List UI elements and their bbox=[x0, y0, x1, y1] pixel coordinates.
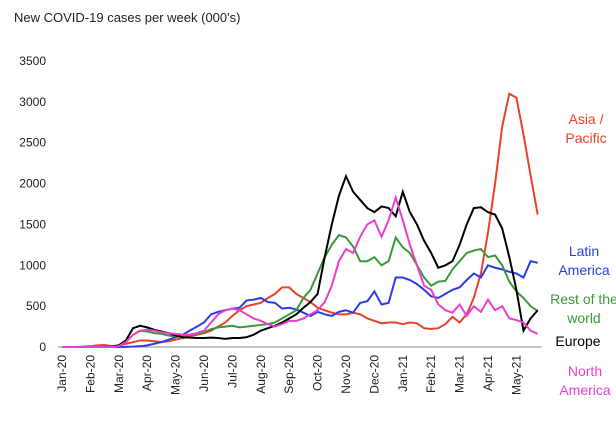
x-tick-label: Mar-20 bbox=[112, 355, 126, 393]
series-line bbox=[62, 233, 539, 348]
series-line bbox=[62, 92, 539, 348]
y-tick-label: 1000 bbox=[19, 258, 46, 272]
x-tick-label: Dec-20 bbox=[367, 355, 381, 394]
series-label: North America bbox=[559, 363, 611, 398]
chart-title: New COVID-19 cases per week (000's) bbox=[14, 10, 240, 25]
x-tick-label: Mar-21 bbox=[453, 355, 467, 393]
x-tick-label: Feb-21 bbox=[424, 355, 438, 393]
x-tick-label: May-20 bbox=[169, 355, 183, 395]
y-tick-label: 1500 bbox=[19, 217, 46, 231]
x-tick-label: Feb-20 bbox=[83, 355, 97, 393]
x-tick-label: Jan-20 bbox=[55, 355, 69, 392]
y-tick-label: 2000 bbox=[19, 177, 46, 191]
series-label: Asia / Pacific bbox=[565, 111, 607, 146]
series-label: Rest of the world bbox=[550, 291, 616, 326]
x-tick-label: Apr-20 bbox=[140, 355, 154, 391]
x-tick-label: Jun-20 bbox=[197, 355, 211, 392]
y-tick-label: 3500 bbox=[19, 54, 46, 68]
series-label: Europe bbox=[555, 333, 601, 349]
x-tick-label: Apr-21 bbox=[481, 355, 495, 391]
x-tick-label: May-21 bbox=[509, 355, 523, 395]
series-line bbox=[62, 173, 539, 348]
x-tick-label: Jul-20 bbox=[225, 355, 239, 388]
x-tick-label: Aug-20 bbox=[254, 355, 268, 394]
y-tick-label: 0 bbox=[39, 340, 46, 354]
series-line bbox=[62, 194, 539, 348]
y-tick-label: 2500 bbox=[19, 136, 46, 150]
series-label: Latin America bbox=[558, 243, 610, 278]
x-tick-label: Jan-21 bbox=[396, 355, 410, 392]
y-tick-label: 500 bbox=[26, 299, 46, 313]
x-tick-label: Sep-20 bbox=[282, 355, 296, 394]
x-tick-label: Nov-20 bbox=[339, 355, 353, 394]
x-tick-label: Oct-20 bbox=[311, 355, 325, 391]
y-tick-label: 3000 bbox=[19, 95, 46, 109]
